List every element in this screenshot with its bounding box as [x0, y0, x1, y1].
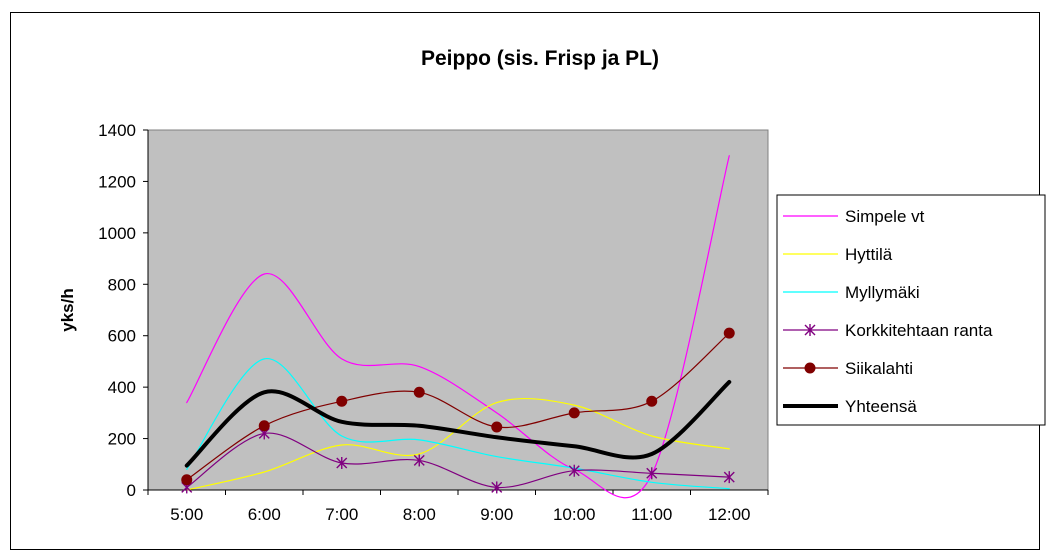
data-point — [646, 467, 658, 480]
y-axis: 0 200 400 600 800 1000 1200 1400 — [98, 121, 149, 500]
x-axis: 5:00 6:00 7:00 8:00 9:00 10:00 11:00 12:00 — [147, 489, 769, 524]
series-line — [184, 380, 732, 468]
legend-label: Yhteensä — [845, 397, 917, 416]
data-point — [258, 420, 270, 432]
series-line — [186, 358, 730, 490]
y-axis-title: yks/h — [58, 288, 77, 331]
series-line — [186, 432, 730, 489]
legend-item: Myllymäki — [783, 283, 920, 302]
y-tick-label: 400 — [108, 378, 136, 397]
data-point — [336, 395, 348, 407]
legend-item: Korkkitehtaan ranta — [783, 321, 993, 340]
legend-label: Simpele vt — [845, 207, 925, 226]
x-tick-label: 8:00 — [403, 505, 436, 524]
data-point — [646, 395, 658, 407]
x-tick-label: 9:00 — [480, 505, 513, 524]
data-point — [723, 471, 735, 484]
data-point — [568, 407, 580, 419]
data-point — [491, 481, 503, 494]
x-tick-label: 12:00 — [708, 505, 751, 524]
legend-label: Myllymäki — [845, 283, 920, 302]
data-point — [336, 457, 348, 469]
data-point — [491, 421, 503, 433]
legend-items: Simpele vt Hyttilä Myllymäki Korkkitehtaan … — [783, 207, 993, 416]
data-point — [181, 474, 193, 486]
legend-item: Simpele vt — [783, 207, 925, 226]
series-layer — [181, 155, 735, 499]
series-5 — [184, 380, 732, 468]
legend-label: Siikalahti — [845, 359, 913, 378]
x-tick-label: 7:00 — [325, 505, 358, 524]
legend-item: Yhteensä — [783, 397, 917, 416]
y-tick-label: 200 — [108, 430, 136, 449]
chart-title: Peippo (sis. Frisp ja PL) — [421, 47, 659, 70]
data-point — [413, 386, 425, 398]
data-point — [723, 327, 735, 339]
y-tick-label: 1200 — [98, 172, 136, 191]
legend-label: Hyttilä — [845, 245, 893, 264]
legend-marker — [804, 362, 816, 374]
x-tick-label: 10:00 — [553, 505, 596, 524]
series-line — [186, 155, 730, 499]
legend-marker — [804, 324, 816, 336]
legend-item: Siikalahti — [783, 359, 913, 378]
y-tick-label: 0 — [127, 481, 136, 500]
y-tick-label: 600 — [108, 327, 136, 346]
legend-label: Korkkitehtaan ranta — [845, 321, 993, 340]
x-tick-label: 6:00 — [248, 505, 281, 524]
data-point — [413, 454, 425, 467]
legend-item: Hyttilä — [783, 245, 893, 264]
y-tick-label: 800 — [108, 275, 136, 294]
x-tick-label: 11:00 — [631, 505, 672, 524]
x-tick-label: 5:00 — [170, 505, 203, 524]
series-2 — [186, 358, 730, 490]
series-4 — [181, 327, 735, 486]
legend — [776, 194, 1046, 426]
data-point — [568, 464, 580, 477]
series-3 — [181, 427, 735, 494]
y-tick-label: 1400 — [98, 121, 136, 140]
series-0 — [186, 155, 730, 499]
y-tick-label: 1000 — [98, 224, 136, 243]
